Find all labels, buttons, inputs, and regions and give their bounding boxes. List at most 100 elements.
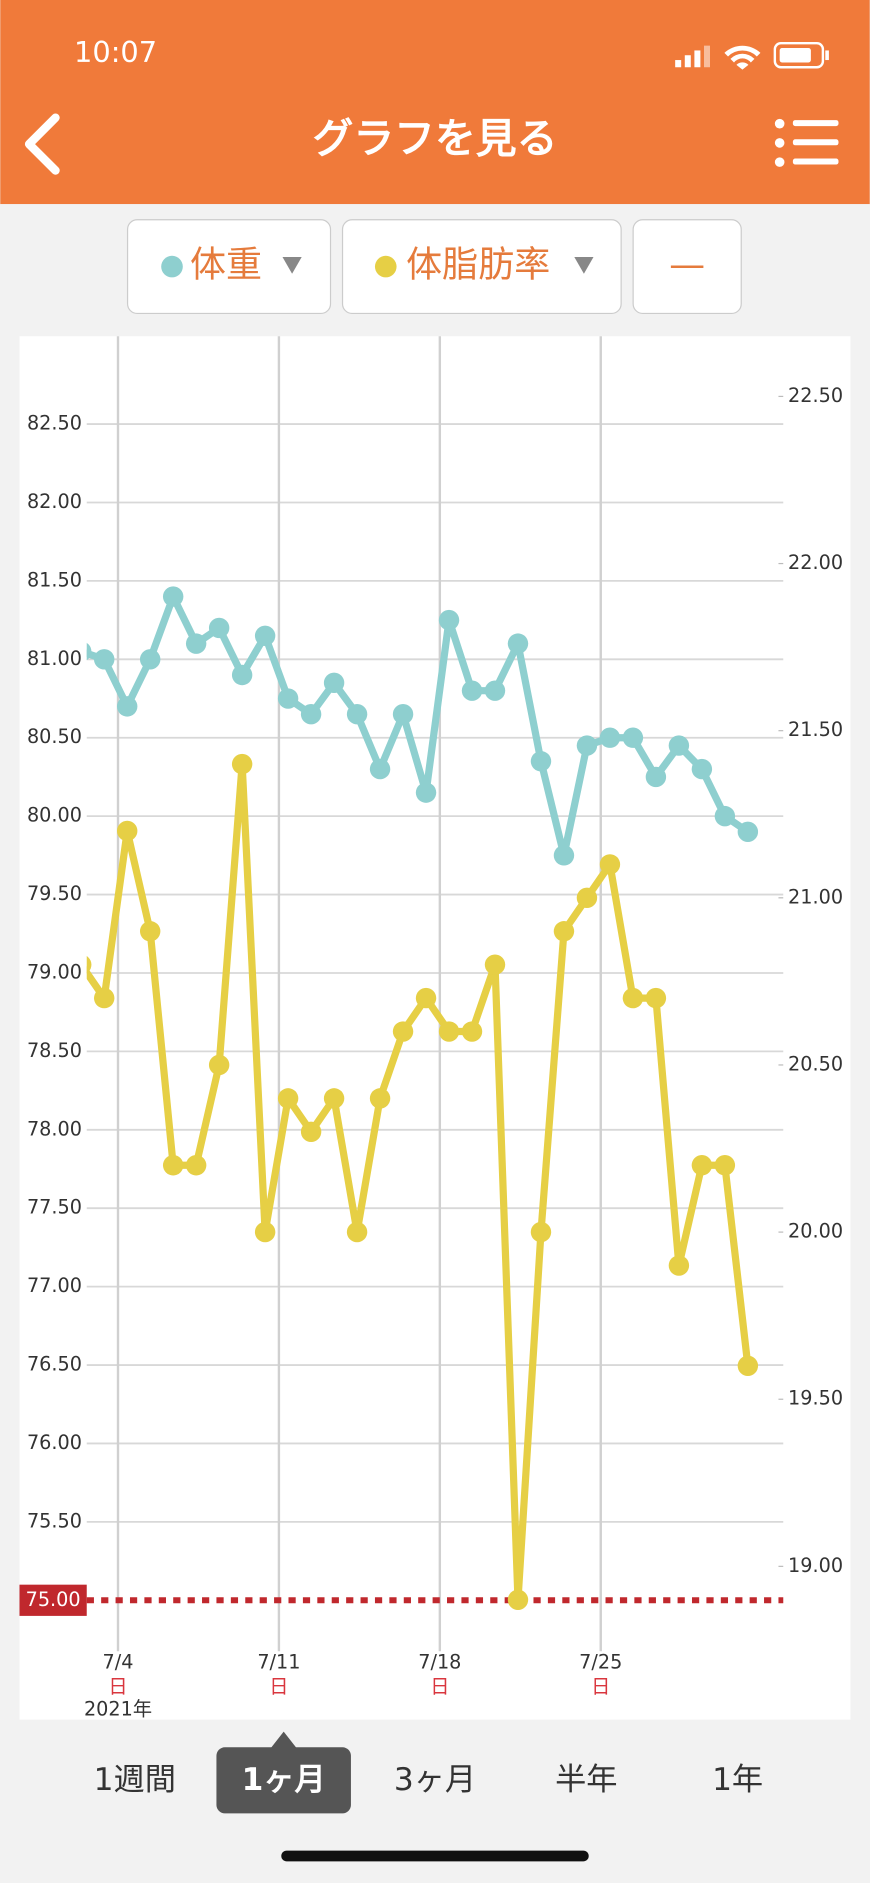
data-point bbox=[392, 1021, 414, 1042]
tab-selected-bg bbox=[216, 1747, 351, 1814]
data-point bbox=[369, 758, 391, 780]
data-point bbox=[254, 1221, 276, 1243]
tab[interactable]: 1ヶ月 bbox=[242, 1762, 326, 1798]
selector-label: — bbox=[669, 245, 705, 286]
data-point bbox=[461, 1021, 483, 1042]
y2-tick-label: 20.50 bbox=[788, 1052, 843, 1075]
x-tick-label: 7/18 bbox=[418, 1651, 461, 1674]
y-tick-label: 82.00 bbox=[27, 490, 82, 513]
data-point bbox=[622, 987, 644, 1009]
back-button[interactable] bbox=[24, 113, 60, 175]
y-tick-label: 77.50 bbox=[27, 1196, 82, 1219]
data-point bbox=[86, 956, 92, 974]
x-tick-label: 7/11 bbox=[257, 1651, 300, 1674]
data-point bbox=[94, 649, 115, 670]
header-title: グラフを見る bbox=[313, 115, 558, 163]
y-tick-label: 75.50 bbox=[27, 1509, 82, 1532]
data-point bbox=[461, 680, 483, 701]
y-tick-label: 76.50 bbox=[27, 1353, 82, 1376]
home-indicator bbox=[281, 1850, 589, 1862]
y-tick-label: 79.50 bbox=[27, 882, 82, 905]
y-tick-label: 81.50 bbox=[27, 568, 82, 591]
data-point bbox=[277, 1088, 299, 1109]
target-label-box bbox=[19, 1584, 87, 1616]
x-tick-weekday: 日 bbox=[269, 1675, 288, 1698]
status-icons bbox=[675, 42, 829, 70]
x-tick-weekday: 日 bbox=[108, 1675, 127, 1698]
data-point bbox=[438, 1021, 460, 1042]
selector-label: 体脂肪率 bbox=[406, 245, 550, 286]
data-point bbox=[553, 921, 575, 942]
data-point bbox=[576, 735, 598, 756]
selector-weight[interactable]: 体重 bbox=[126, 219, 332, 315]
data-point bbox=[484, 954, 506, 975]
selector-fat[interactable]: 体脂肪率 bbox=[341, 219, 622, 315]
data-point bbox=[86, 642, 92, 661]
data-point bbox=[254, 625, 276, 646]
y2-tick-label: 19.00 bbox=[788, 1554, 843, 1577]
x-tick-label: 7/25 bbox=[579, 1651, 622, 1674]
data-point bbox=[346, 703, 368, 725]
data-point bbox=[599, 727, 621, 748]
chart: 75.50 76.00 76.50 77.00 77.50 78.00 78.50 79.00… bbox=[19, 336, 843, 1721]
x-tick-weekday: 日 bbox=[591, 1675, 610, 1698]
data-point bbox=[691, 1155, 713, 1176]
data-point bbox=[737, 1355, 759, 1377]
tab[interactable]: 1年 bbox=[712, 1762, 763, 1798]
data-point bbox=[277, 688, 299, 709]
y2-tick-label: 22.50 bbox=[788, 384, 843, 407]
data-point bbox=[507, 1589, 529, 1610]
data-point bbox=[645, 766, 667, 788]
menu-button[interactable] bbox=[774, 118, 839, 167]
data-point bbox=[415, 782, 437, 803]
data-point bbox=[392, 703, 414, 725]
y-tick-label: 78.00 bbox=[27, 1117, 82, 1140]
tab[interactable]: 半年 bbox=[555, 1762, 617, 1798]
y2-tick-label: 21.50 bbox=[788, 718, 843, 741]
data-point bbox=[714, 805, 736, 827]
data-point bbox=[139, 649, 161, 670]
y-tick-label: 80.00 bbox=[27, 804, 82, 827]
y-tick-label: 79.00 bbox=[27, 960, 82, 983]
data-point bbox=[208, 1054, 230, 1076]
x-tick-weekday: 日 bbox=[430, 1675, 449, 1698]
y-tick-label: 81.00 bbox=[27, 647, 82, 670]
tab-pointer bbox=[270, 1731, 297, 1749]
data-point bbox=[323, 1088, 345, 1109]
chart-area bbox=[19, 336, 851, 1720]
data-point bbox=[94, 987, 115, 1009]
data-point bbox=[369, 1088, 391, 1109]
data-point bbox=[599, 854, 621, 875]
data-point bbox=[530, 751, 552, 772]
y-tick-label: 77.00 bbox=[27, 1274, 82, 1297]
data-point bbox=[530, 1221, 552, 1243]
tab[interactable]: 3ヶ月 bbox=[394, 1762, 476, 1798]
data-point bbox=[300, 703, 322, 725]
data-point bbox=[668, 1255, 690, 1276]
data-point bbox=[668, 735, 690, 756]
data-point bbox=[162, 586, 184, 607]
data-point bbox=[323, 672, 345, 694]
target-label: 75.00 bbox=[26, 1588, 81, 1611]
selector-extra[interactable]: — bbox=[632, 219, 742, 315]
data-point bbox=[116, 820, 138, 842]
data-point bbox=[484, 680, 506, 701]
status-time: 10:07 bbox=[74, 35, 157, 69]
y-tick-label: 82.50 bbox=[27, 412, 82, 435]
y2-tick-label: 21.00 bbox=[788, 885, 843, 908]
period-tabs: 1週間 1ヶ月 3ヶ月 半年 1年 bbox=[94, 1731, 763, 1814]
data-point bbox=[507, 633, 529, 654]
header-bar bbox=[0, 0, 870, 205]
data-point bbox=[139, 921, 161, 942]
data-point bbox=[231, 753, 253, 775]
data-point bbox=[645, 987, 667, 1009]
tab[interactable]: 1週間 bbox=[94, 1762, 176, 1798]
y2-tick-label: 19.50 bbox=[788, 1387, 843, 1410]
data-point bbox=[691, 758, 713, 780]
data-point bbox=[576, 887, 598, 909]
y2-tick-label: 20.00 bbox=[788, 1220, 843, 1243]
data-point bbox=[438, 609, 460, 631]
data-point bbox=[185, 633, 207, 654]
data-point bbox=[415, 987, 437, 1009]
